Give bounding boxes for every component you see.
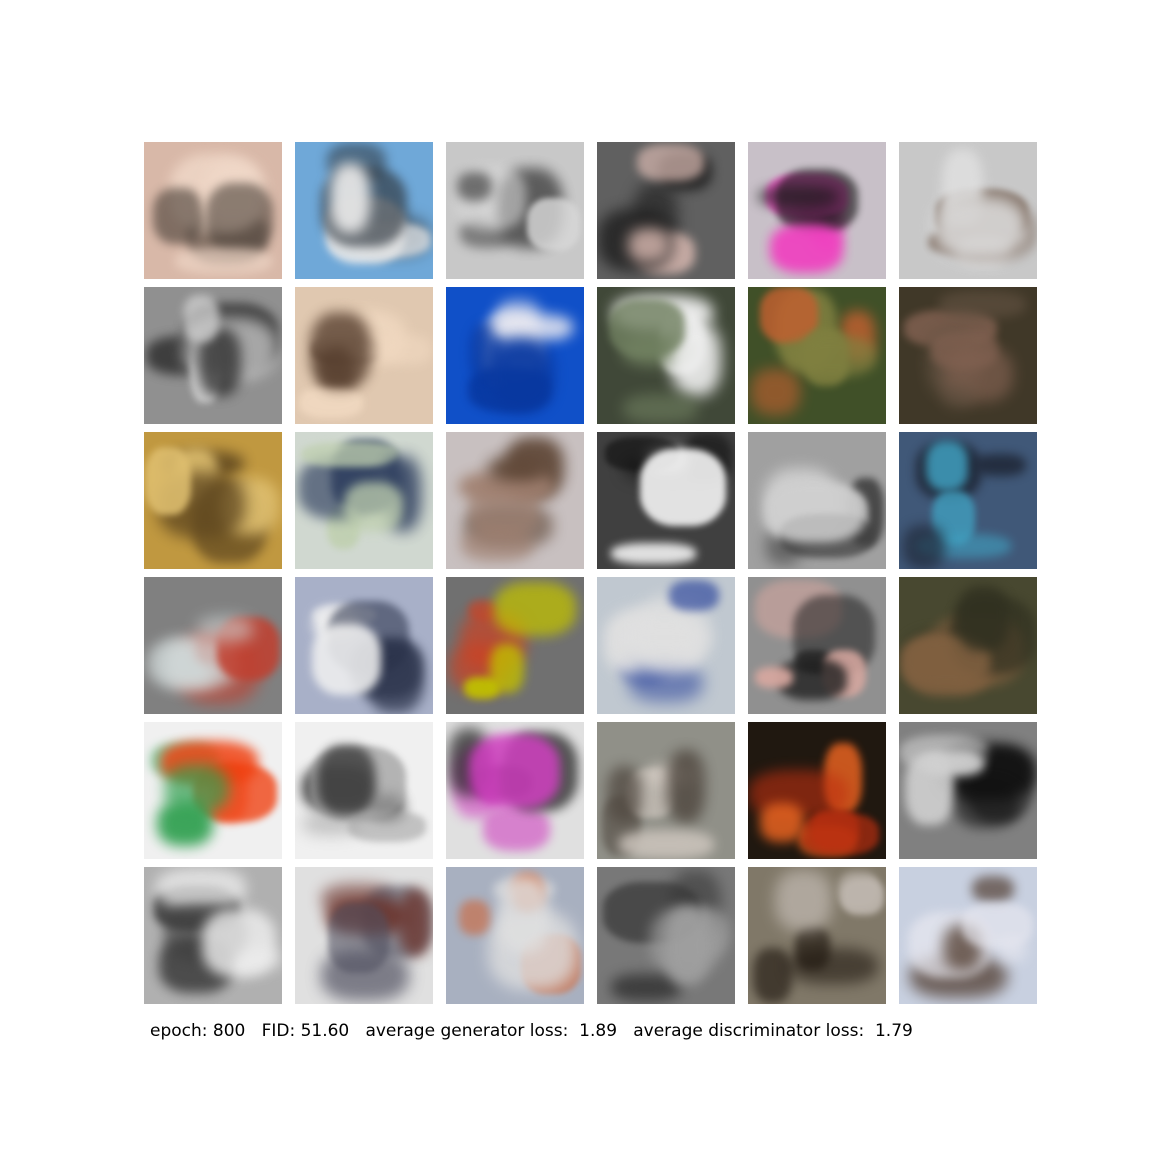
sample-image [899, 722, 1037, 859]
sample-image [597, 577, 735, 714]
sample-image [748, 722, 886, 859]
sample-image [748, 432, 886, 569]
sample-image [295, 287, 433, 424]
sample-image [446, 287, 584, 424]
sample-image [748, 287, 886, 424]
sample-image [748, 577, 886, 714]
sample-image [446, 867, 584, 1004]
sample-image [597, 432, 735, 569]
sample-image [295, 142, 433, 279]
sample-image [597, 142, 735, 279]
sample-image [295, 867, 433, 1004]
sample-image [446, 432, 584, 569]
sample-image [899, 577, 1037, 714]
sample-image [748, 867, 886, 1004]
sample-image [144, 867, 282, 1004]
sample-image [144, 142, 282, 279]
sample-image [748, 142, 886, 279]
sample-image [144, 432, 282, 569]
sample-image [899, 867, 1037, 1004]
sample-image [295, 432, 433, 569]
sample-image [446, 577, 584, 714]
sample-image [597, 287, 735, 424]
sample-image [899, 432, 1037, 569]
sample-image [295, 577, 433, 714]
sample-image [446, 142, 584, 279]
sample-image [144, 577, 282, 714]
sample-image [295, 722, 433, 859]
sample-image [446, 722, 584, 859]
sample-image [899, 287, 1037, 424]
sample-image [144, 287, 282, 424]
sample-image [899, 142, 1037, 279]
sample-image [597, 722, 735, 859]
sample-image [144, 722, 282, 859]
training-stats-caption: epoch: 800 FID: 51.60 average generator … [150, 1021, 913, 1041]
sample-image [597, 867, 735, 1004]
